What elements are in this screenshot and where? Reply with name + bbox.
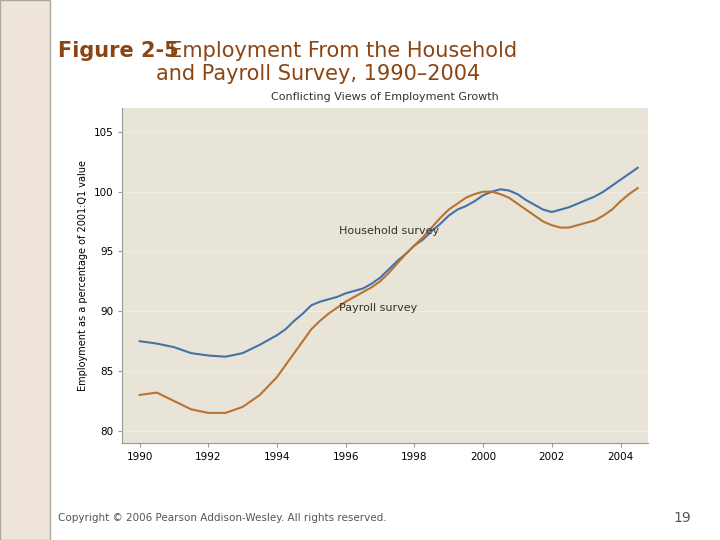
Title: Conflicting Views of Employment Growth: Conflicting Views of Employment Growth bbox=[271, 92, 499, 102]
Text: 19: 19 bbox=[673, 511, 691, 525]
Text: Copyright © 2006 Pearson Addison-Wesley. All rights reserved.: Copyright © 2006 Pearson Addison-Wesley.… bbox=[58, 514, 386, 523]
Y-axis label: Employment as a percentage of 2001:Q1 value: Employment as a percentage of 2001:Q1 va… bbox=[78, 160, 88, 391]
Text: Payroll survey: Payroll survey bbox=[339, 303, 417, 313]
Text: Household survey: Household survey bbox=[339, 226, 439, 235]
Text: Figure 2-5: Figure 2-5 bbox=[58, 40, 179, 60]
Text: Employment From the Household
and Payroll Survey, 1990–2004: Employment From the Household and Payrol… bbox=[156, 40, 517, 84]
